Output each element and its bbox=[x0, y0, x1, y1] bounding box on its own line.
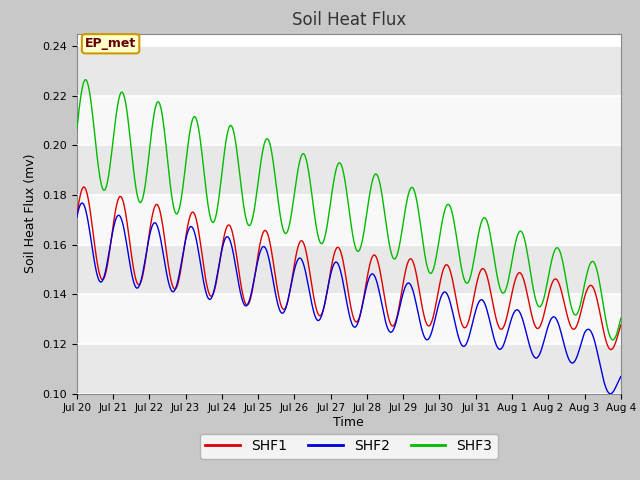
Line: SHF3: SHF3 bbox=[77, 80, 621, 340]
SHF2 bbox=[303, 278, 311, 284]
Bar bbox=[77, 96, 621, 145]
SHF3 bbox=[617, 315, 625, 321]
Legend: SHF1, SHF2, SHF3: SHF1, SHF2, SHF3 bbox=[200, 433, 498, 459]
SHF3 bbox=[73, 127, 81, 132]
SHF1 bbox=[378, 281, 386, 287]
Bar bbox=[77, 294, 621, 344]
Bar bbox=[77, 46, 621, 96]
SHF3 bbox=[609, 337, 617, 343]
SHF2 bbox=[79, 200, 86, 206]
SHF1 bbox=[243, 302, 251, 308]
SHF2 bbox=[474, 301, 481, 307]
Bar bbox=[77, 145, 621, 195]
Line: SHF1: SHF1 bbox=[77, 187, 621, 349]
SHF2 bbox=[73, 215, 81, 220]
SHF3 bbox=[303, 161, 311, 167]
SHF2 bbox=[607, 391, 614, 396]
SHF2 bbox=[568, 360, 576, 366]
SHF1 bbox=[568, 325, 576, 331]
X-axis label: Time: Time bbox=[333, 416, 364, 429]
SHF3 bbox=[243, 220, 251, 226]
SHF3 bbox=[378, 194, 386, 200]
SHF1 bbox=[303, 255, 311, 261]
SHF1 bbox=[607, 347, 614, 352]
SHF3 bbox=[568, 306, 576, 312]
SHF2 bbox=[243, 302, 251, 308]
Text: EP_met: EP_met bbox=[85, 37, 136, 50]
SHF1 bbox=[474, 276, 481, 282]
Y-axis label: Soil Heat Flux (mv): Soil Heat Flux (mv) bbox=[24, 154, 36, 273]
Line: SHF2: SHF2 bbox=[77, 203, 621, 394]
SHF2 bbox=[378, 303, 386, 309]
SHF3 bbox=[82, 77, 90, 83]
SHF2 bbox=[404, 280, 412, 286]
SHF1 bbox=[617, 322, 625, 328]
Bar bbox=[77, 195, 621, 245]
Bar bbox=[77, 344, 621, 394]
Bar bbox=[77, 245, 621, 294]
Title: Soil Heat Flux: Soil Heat Flux bbox=[292, 11, 406, 29]
SHF1 bbox=[404, 258, 412, 264]
SHF3 bbox=[404, 191, 412, 197]
SHF1 bbox=[73, 213, 81, 219]
SHF3 bbox=[474, 235, 481, 241]
SHF1 bbox=[80, 184, 88, 190]
SHF2 bbox=[617, 373, 625, 379]
